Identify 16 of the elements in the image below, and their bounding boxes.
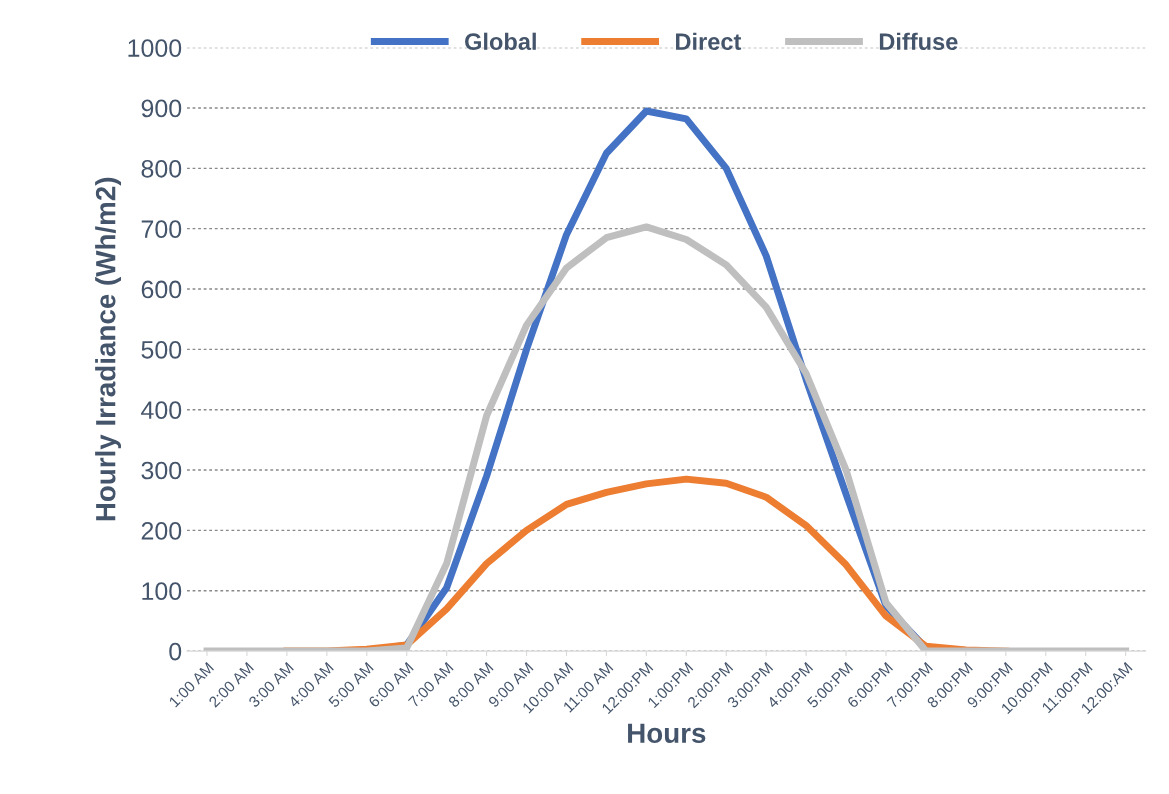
x-axis-title: Hours xyxy=(628,723,706,744)
legend-label: Direct xyxy=(676,32,742,51)
y-tick-label: 300 xyxy=(141,461,182,480)
y-tick-label: 700 xyxy=(141,220,182,238)
y-tick-label: 600 xyxy=(141,280,182,299)
legend-label: Diffuse xyxy=(879,32,958,51)
y-tick-label: 0 xyxy=(169,642,182,661)
y-tick-label: 200 xyxy=(141,521,182,540)
y-tick-label: 800 xyxy=(141,159,182,178)
y-tick-label: 1000 xyxy=(128,39,182,57)
y-axis-title: Hourly Irradiance (Wh/m2) xyxy=(95,177,122,521)
legend-label: Global xyxy=(465,32,536,51)
y-tick-label: 900 xyxy=(141,99,182,118)
y-tick-label: 500 xyxy=(141,340,182,359)
y-tick-label: 100 xyxy=(142,582,182,601)
y-tick-label: 400 xyxy=(141,401,182,420)
